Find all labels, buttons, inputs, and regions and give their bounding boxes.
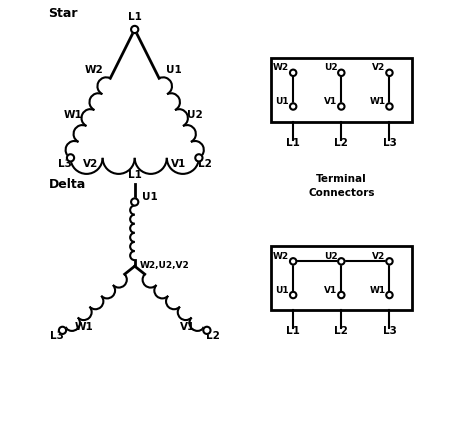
Text: V2: V2 [372,252,385,261]
Text: L1: L1 [286,138,300,148]
Text: W2: W2 [84,65,103,75]
Circle shape [290,292,296,298]
Text: U1: U1 [166,65,182,75]
Text: U1: U1 [275,97,289,106]
Text: V2: V2 [83,159,98,169]
Bar [271,246,411,310]
Bar [271,58,411,122]
Circle shape [59,327,66,334]
Text: W2,U2,V2: W2,U2,V2 [139,261,189,270]
Text: L1: L1 [128,170,142,180]
Text: L3: L3 [383,138,396,148]
Text: V1: V1 [324,97,337,106]
Text: Terminal
Connectors: Terminal Connectors [308,174,374,198]
Text: L1: L1 [128,12,142,22]
Circle shape [338,103,345,110]
Text: L1: L1 [286,326,300,336]
Circle shape [195,154,202,162]
Text: L2: L2 [334,326,348,336]
Text: U2: U2 [187,110,203,120]
Text: U1: U1 [142,192,158,202]
Circle shape [131,26,138,33]
Circle shape [131,198,138,206]
Circle shape [290,103,296,110]
Text: V2: V2 [372,64,385,73]
Circle shape [290,70,296,76]
Text: L3: L3 [383,326,396,336]
Text: Delta: Delta [48,178,86,191]
Text: U2: U2 [324,252,337,261]
Text: W1: W1 [369,286,385,295]
Text: U1: U1 [275,286,289,295]
Text: W1: W1 [369,97,385,106]
Text: V1: V1 [180,322,195,332]
Circle shape [386,103,392,110]
Text: L2: L2 [334,138,348,148]
Text: W1: W1 [64,110,82,120]
Circle shape [290,258,296,265]
Text: W2: W2 [273,252,289,261]
Text: W1: W1 [74,322,93,332]
Text: Star: Star [48,8,78,20]
Text: L3: L3 [50,331,64,341]
Circle shape [386,258,392,265]
Circle shape [338,70,345,76]
Text: V1: V1 [324,286,337,295]
Circle shape [203,327,210,334]
Text: W2: W2 [273,64,289,73]
Circle shape [67,154,74,162]
Circle shape [338,258,345,265]
Text: U2: U2 [324,64,337,73]
Text: V1: V1 [171,159,186,169]
Circle shape [386,70,392,76]
Circle shape [338,292,345,298]
Circle shape [386,292,392,298]
Text: L2: L2 [198,159,212,169]
Text: L2: L2 [206,331,220,341]
Text: L3: L3 [57,159,72,169]
